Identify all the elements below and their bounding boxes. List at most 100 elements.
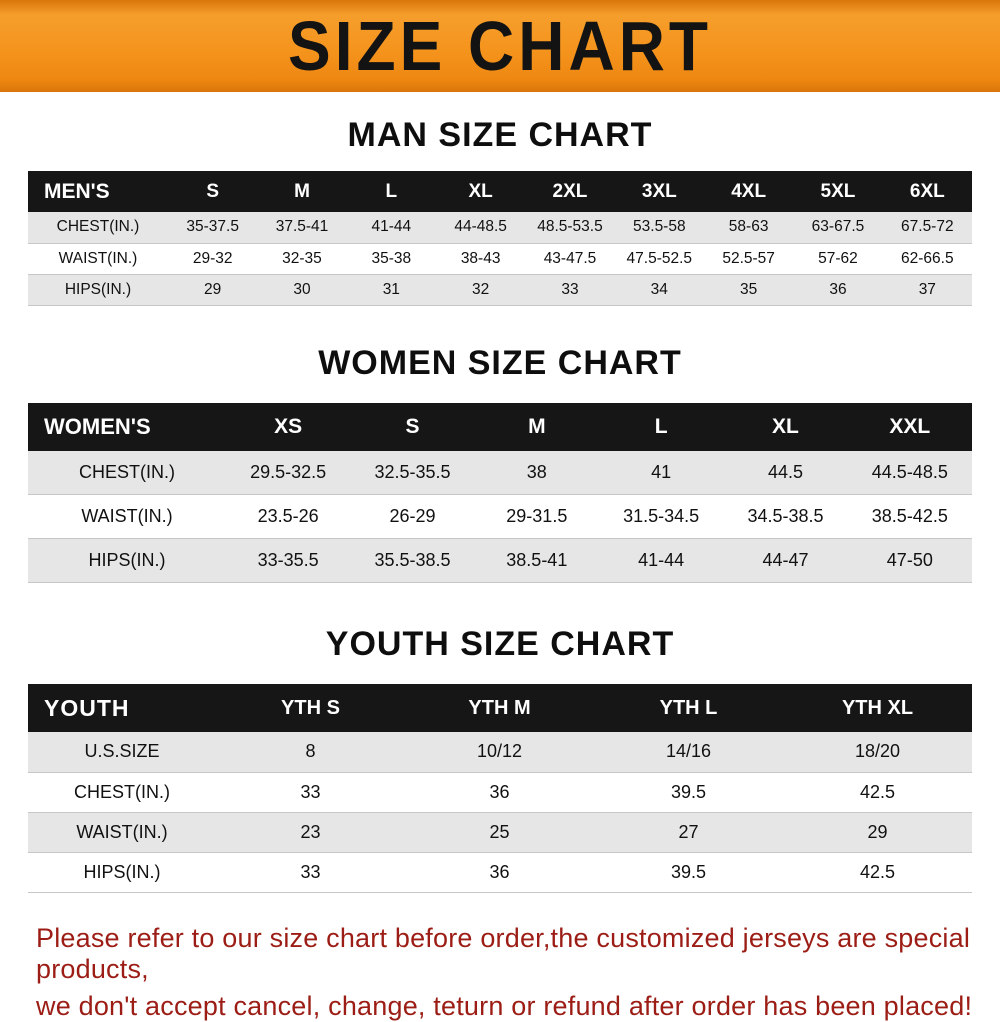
measure-value-cell: 29-31.5 <box>474 494 599 539</box>
table-row: WAIST(IN.) 29-32 32-35 35-38 38-43 43-47.5 47.… <box>28 243 972 275</box>
measure-value-cell: 35-37.5 <box>168 212 258 244</box>
measure-value-cell: 39.5 <box>594 772 783 813</box>
size-header-cell: S <box>168 171 258 212</box>
size-chart-banner: SIZE CHART <box>0 0 1000 92</box>
size-header-cell: XL <box>723 402 848 451</box>
measure-value-cell: 34.5-38.5 <box>723 494 848 539</box>
table-row: CHEST(IN.) 35-37.5 37.5-41 41-44 44-48.5 48.5… <box>28 212 972 244</box>
men-size-table: MEN'S S M L XL 2XL 3XL 4XL 5XL 6XL CHEST(IN.) 35-37… <box>28 171 972 306</box>
measure-value-cell: 47-50 <box>847 538 972 583</box>
measure-value-cell: 41 <box>598 450 724 495</box>
table-row: HIPS(IN.) 33-35.5 35.5-38.5 38.5-41 41-44 44-… <box>28 538 972 583</box>
measure-label-cell: HIPS(IN.) <box>28 538 226 583</box>
measure-value-cell: 39.5 <box>594 852 783 893</box>
measure-label-cell: HIPS(IN.) <box>28 274 168 306</box>
measure-value-cell: 57-62 <box>793 243 883 275</box>
measure-value-cell: 31 <box>346 274 436 306</box>
measure-value-cell: 44-47 <box>723 538 848 583</box>
size-header-cell: 4XL <box>703 171 794 212</box>
table-row: WAIST(IN.) 23 25 27 29 <box>28 812 972 853</box>
measure-value-cell: 29.5-32.5 <box>226 450 351 495</box>
measure-value-cell: 29 <box>783 812 972 853</box>
size-header-cell: XS <box>226 402 351 451</box>
measure-value-cell: 38 <box>474 450 599 495</box>
size-header-cell: M <box>257 171 347 212</box>
measure-value-cell: 58-63 <box>703 212 794 244</box>
measure-value-cell: 26-29 <box>350 494 475 539</box>
table-row: HIPS(IN.) 29 30 31 32 33 34 35 36 37 <box>28 274 972 306</box>
measure-value-cell: 8 <box>216 732 405 773</box>
table-header-row: MEN'S S M L XL 2XL 3XL 4XL 5XL 6XL <box>28 171 972 212</box>
measure-label-cell: U.S.SIZE <box>28 732 216 773</box>
measure-value-cell: 52.5-57 <box>703 243 794 275</box>
measure-value-cell: 33-35.5 <box>226 538 351 583</box>
size-header-cell: S <box>350 402 475 451</box>
measure-label-cell: CHEST(IN.) <box>28 212 168 244</box>
measure-value-cell: 38.5-42.5 <box>847 494 972 539</box>
measure-value-cell: 27 <box>594 812 783 853</box>
measure-value-cell: 36 <box>405 852 594 893</box>
measure-label-cell: WAIST(IN.) <box>28 243 168 275</box>
measure-value-cell: 23 <box>216 812 405 853</box>
table-row: WAIST(IN.) 23.5-26 26-29 29-31.5 31.5-34.5 34… <box>28 494 972 539</box>
size-header-cell: L <box>598 402 724 451</box>
measure-value-cell: 48.5-53.5 <box>525 212 615 244</box>
size-header-cell: 5XL <box>793 171 883 212</box>
measure-value-cell: 35-38 <box>346 243 436 275</box>
measure-value-cell: 42.5 <box>783 772 972 813</box>
measure-value-cell: 33 <box>216 772 405 813</box>
women-size-table: WOMEN'S XS S M L XL XXL CHEST(IN.) 29.5-32.5 32.5… <box>28 402 972 583</box>
disclaimer-line-2: we don't accept cancel, change, teturn o… <box>36 990 973 1021</box>
measure-label-cell: WAIST(IN.) <box>28 812 216 853</box>
measure-label-cell: WAIST(IN.) <box>28 494 226 539</box>
measure-value-cell: 14/16 <box>594 732 783 773</box>
measure-value-cell: 37.5-41 <box>257 212 347 244</box>
women-size-chart-section: WOMEN SIZE CHART WOMEN'S XS S M L XL XXL CHEST(… <box>0 343 1000 583</box>
measure-value-cell: 37 <box>882 274 972 306</box>
table-row: U.S.SIZE 8 10/12 14/16 18/20 <box>28 732 972 773</box>
measure-label-cell: CHEST(IN.) <box>28 772 216 813</box>
measure-value-cell: 32.5-35.5 <box>350 450 475 495</box>
measure-value-cell: 30 <box>257 274 347 306</box>
size-header-cell: YTH XL <box>783 684 972 732</box>
measure-value-cell: 29-32 <box>168 243 258 275</box>
measure-value-cell: 33 <box>216 852 405 893</box>
measure-value-cell: 36 <box>405 772 594 813</box>
table-title-cell: MEN'S <box>28 171 168 212</box>
measure-value-cell: 10/12 <box>405 732 594 773</box>
size-header-cell: 3XL <box>614 171 704 212</box>
table-row: CHEST(IN.) 29.5-32.5 32.5-35.5 38 41 44.5 44.5… <box>28 450 972 495</box>
measure-label-cell: CHEST(IN.) <box>28 450 226 495</box>
table-header-row: YOUTH YTH S YTH M YTH L YTH XL <box>28 684 972 732</box>
measure-value-cell: 31.5-34.5 <box>598 494 724 539</box>
youth-size-table: YOUTH YTH S YTH M YTH L YTH XL U.S.SIZE 8 10/12… <box>28 684 972 893</box>
measure-value-cell: 35.5-38.5 <box>350 538 475 583</box>
measure-value-cell: 44.5-48.5 <box>847 450 972 495</box>
size-header-cell: L <box>346 171 436 212</box>
size-header-cell: 6XL <box>882 171 972 212</box>
size-header-cell: XXL <box>847 402 972 451</box>
measure-value-cell: 38-43 <box>435 243 526 275</box>
table-row: HIPS(IN.) 33 36 39.5 42.5 <box>28 852 972 893</box>
measure-value-cell: 53.5-58 <box>614 212 704 244</box>
table-row: CHEST(IN.) 33 36 39.5 42.5 <box>28 772 972 813</box>
measure-value-cell: 35 <box>703 274 794 306</box>
measure-value-cell: 25 <box>405 812 594 853</box>
measure-value-cell: 47.5-52.5 <box>614 243 704 275</box>
table-title-cell: YOUTH <box>28 684 216 732</box>
measure-value-cell: 44.5 <box>723 450 848 495</box>
youth-size-chart-title: YOUTH SIZE CHART <box>325 625 675 663</box>
measure-value-cell: 34 <box>614 274 704 306</box>
disclaimer: Please refer to our size chart before or… <box>36 923 1000 1022</box>
measure-value-cell: 41-44 <box>346 212 436 244</box>
measure-value-cell: 38.5-41 <box>474 538 599 583</box>
measure-value-cell: 62-66.5 <box>882 243 972 275</box>
women-size-chart-title: WOMEN SIZE CHART <box>318 343 682 382</box>
size-header-cell: YTH S <box>216 684 405 732</box>
measure-value-cell: 23.5-26 <box>226 494 351 539</box>
measure-value-cell: 43-47.5 <box>525 243 615 275</box>
size-header-cell: YTH L <box>594 684 783 732</box>
measure-label-cell: HIPS(IN.) <box>28 852 216 893</box>
measure-value-cell: 63-67.5 <box>793 212 883 244</box>
measure-value-cell: 32-35 <box>257 243 347 275</box>
